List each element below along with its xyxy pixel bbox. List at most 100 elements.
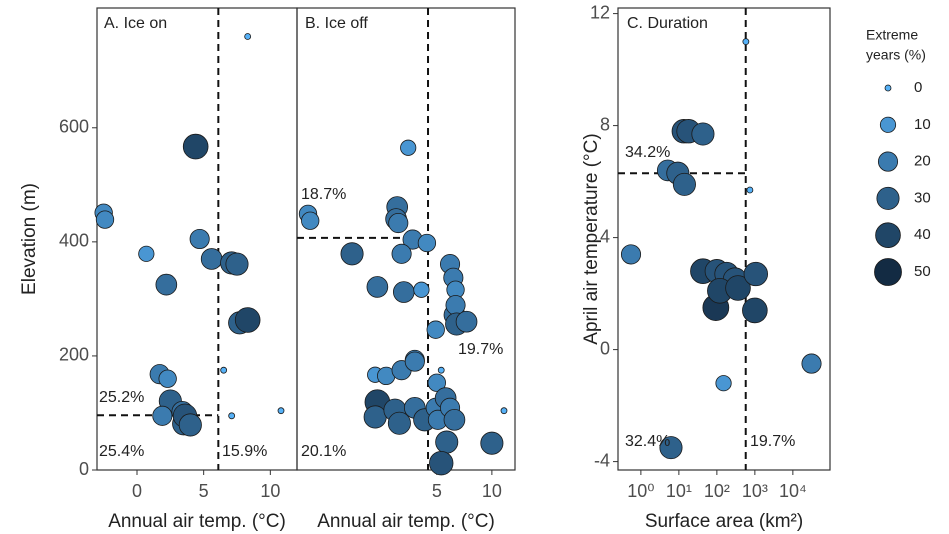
bubble <box>725 275 751 301</box>
legend-label: 50 <box>914 263 931 280</box>
legend-label: 30 <box>914 189 931 206</box>
legend-label: 20 <box>914 153 931 170</box>
bubble <box>200 248 223 270</box>
annotation: 25.4% <box>99 443 144 460</box>
bubble <box>443 408 466 431</box>
bubble <box>455 310 478 333</box>
bubble <box>363 405 387 429</box>
bubble <box>340 242 364 266</box>
bubble <box>228 412 236 420</box>
y-tick-label: 8 <box>600 114 610 134</box>
bubble <box>480 431 504 455</box>
annotation: 34.2% <box>625 144 670 161</box>
bubble <box>746 186 754 194</box>
y-tick-label: -4 <box>594 450 610 470</box>
bubble <box>391 243 412 264</box>
annotation: 32.4% <box>625 433 670 450</box>
legend-bubble <box>877 151 899 172</box>
y-tick-label: 600 <box>59 117 89 137</box>
bubble <box>715 375 732 392</box>
x-tick-label: 10 <box>482 481 502 501</box>
bubble <box>413 281 430 298</box>
y-tick-label: 0 <box>79 459 89 479</box>
bubble <box>620 244 642 265</box>
y-tick-label: 400 <box>59 231 89 251</box>
bubble <box>95 210 115 229</box>
legend-label: 40 <box>914 226 931 243</box>
annotation: 20.1% <box>301 443 346 460</box>
bubble <box>417 233 437 253</box>
bubble <box>435 430 459 454</box>
annotation: 19.7% <box>458 341 503 358</box>
y-axis-title: April air temperature (°C) <box>581 133 602 344</box>
x-tick-label: 10⁴ <box>779 481 807 501</box>
x-tick-label: 5 <box>432 481 442 501</box>
legend-title: Extreme <box>866 27 918 43</box>
bubble <box>138 245 155 262</box>
legend-title: years (%) <box>866 47 926 63</box>
bubble <box>691 122 715 146</box>
x-tick-label: 10² <box>704 481 730 501</box>
bubble <box>801 353 822 374</box>
panel-frame <box>617 7 831 471</box>
x-tick-label: 0 <box>132 481 142 501</box>
bubble <box>659 436 683 460</box>
bubble <box>437 366 445 374</box>
bubble <box>743 261 769 287</box>
annotation: 15.9% <box>222 443 267 460</box>
annotation: 18.7% <box>301 186 346 203</box>
bubble <box>392 281 415 303</box>
bubble <box>301 211 320 230</box>
bubble <box>366 276 389 298</box>
legend-bubble <box>875 222 901 248</box>
bubble <box>388 212 409 234</box>
bubble <box>178 413 202 437</box>
legend-label: 0 <box>914 79 922 96</box>
bubble <box>234 307 261 333</box>
bubble <box>244 33 252 40</box>
bubble <box>189 228 210 250</box>
legend-bubble <box>884 84 892 92</box>
x-tick-label: 10⁰ <box>627 481 654 501</box>
x-tick-label: 10³ <box>742 481 768 501</box>
x-axis-title: Surface area (km²) <box>645 511 803 532</box>
bubble <box>400 139 417 156</box>
legend-bubble <box>879 116 897 133</box>
bubble <box>182 133 209 160</box>
legend-bubble <box>876 186 900 210</box>
x-tick-label: 10¹ <box>666 481 692 501</box>
x-tick-label: 10 <box>260 481 280 501</box>
bubble <box>155 273 178 296</box>
panel-frame <box>296 7 516 471</box>
annotation: 25.2% <box>99 389 144 406</box>
x-axis-title: Annual air temp. (°C) <box>317 511 495 532</box>
y-tick-label: 4 <box>600 226 610 246</box>
bubble <box>672 172 696 196</box>
bubble <box>152 405 173 426</box>
y-tick-label: 200 <box>59 345 89 365</box>
bubble <box>277 407 285 415</box>
bubble <box>404 351 425 372</box>
bubble <box>429 450 454 476</box>
panel-label: C. Duration <box>627 15 708 32</box>
x-axis-title: Annual air temp. (°C) <box>108 511 286 532</box>
bubble <box>742 297 768 324</box>
x-tick-label: 5 <box>199 481 209 501</box>
bubble <box>158 369 177 388</box>
bubble <box>387 411 411 435</box>
y-tick-label: 0 <box>600 338 610 358</box>
panel-label: B. Ice off <box>305 15 368 32</box>
y-axis-title: Elevation (m) <box>19 183 40 295</box>
annotation: 19.7% <box>750 433 795 450</box>
bubble <box>427 373 446 392</box>
bubble <box>742 38 750 45</box>
bubble <box>426 320 445 339</box>
bubble <box>225 252 249 276</box>
bubble <box>500 407 508 415</box>
bubble <box>220 366 228 374</box>
panel-label: A. Ice on <box>104 15 167 32</box>
legend-bubble <box>874 258 902 286</box>
y-tick-label: 12 <box>590 2 610 22</box>
